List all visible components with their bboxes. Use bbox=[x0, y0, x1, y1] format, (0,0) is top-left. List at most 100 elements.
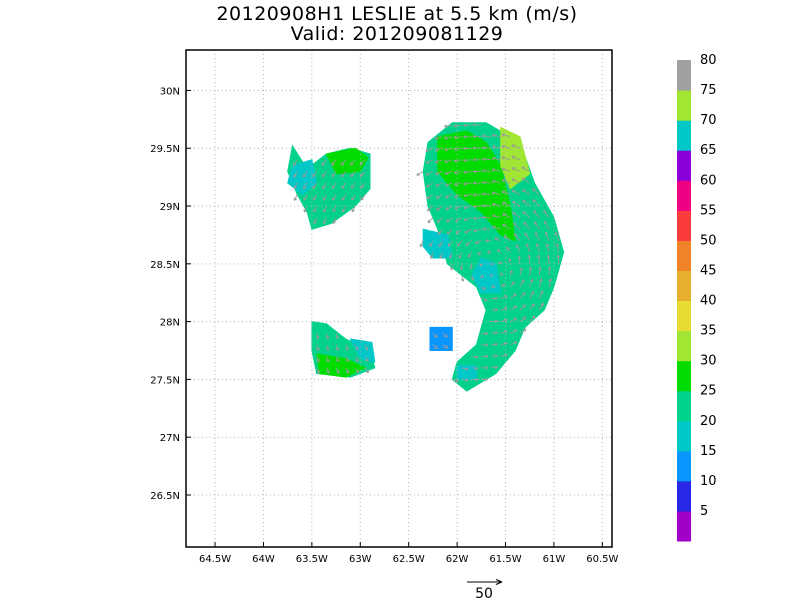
wind-vector-head bbox=[501, 167, 506, 172]
wind-vector-head bbox=[453, 182, 458, 187]
colorbar-label: 80 bbox=[700, 53, 717, 68]
wind-vector bbox=[523, 221, 531, 230]
wind-vector bbox=[454, 170, 462, 174]
wind-vector bbox=[341, 194, 347, 201]
wind-vector-head bbox=[482, 215, 486, 220]
colorbar-segment bbox=[677, 60, 691, 91]
wind-vector-head bbox=[501, 156, 505, 160]
wind-vector bbox=[471, 367, 479, 370]
wind-vector bbox=[444, 159, 453, 163]
wind-vector bbox=[458, 252, 463, 259]
wind-vector-head bbox=[496, 249, 501, 253]
wind-vector-head bbox=[472, 193, 476, 197]
wind-vector-head bbox=[303, 197, 307, 201]
wind-vector-head bbox=[523, 221, 527, 226]
wind-vector-head bbox=[445, 207, 449, 211]
x-tick-label: 61.5W bbox=[489, 554, 521, 565]
wind-vector-head bbox=[323, 220, 327, 225]
wind-vector bbox=[501, 156, 511, 161]
wind-vector-head bbox=[525, 243, 530, 247]
wind-vector-head bbox=[501, 133, 506, 137]
wind-vector-head bbox=[335, 358, 340, 363]
wind-vector bbox=[435, 194, 443, 199]
wind-vector-head bbox=[492, 285, 496, 289]
wind-vector-head bbox=[463, 170, 467, 174]
x-tick-label: 63.5W bbox=[296, 554, 328, 565]
wind-vector-head bbox=[531, 303, 535, 307]
colorbar-label: 70 bbox=[700, 113, 717, 128]
wind-vector-head bbox=[545, 243, 550, 247]
y-tick-label: 29.5N bbox=[150, 144, 180, 155]
wind-vector bbox=[511, 144, 521, 149]
wind-vector bbox=[313, 217, 318, 224]
wind-vector bbox=[331, 182, 337, 189]
wind-vector bbox=[511, 156, 521, 161]
wind-vector-head bbox=[472, 134, 476, 139]
wind-vector bbox=[464, 217, 472, 221]
colorbar-segment bbox=[677, 180, 691, 211]
wind-vector bbox=[490, 332, 498, 334]
wind-vector-head bbox=[434, 345, 438, 350]
wind-vector-head bbox=[472, 146, 476, 150]
wind-vector bbox=[335, 344, 339, 351]
wind-vector-head bbox=[463, 182, 467, 186]
wind-vector bbox=[332, 205, 337, 213]
wind-vector bbox=[442, 332, 448, 338]
x-tick-label: 64.5W bbox=[199, 554, 231, 565]
colorbar-segment bbox=[677, 360, 691, 392]
wind-vector-head bbox=[522, 304, 527, 308]
wind-vector bbox=[435, 182, 443, 187]
wind-vector-head bbox=[325, 347, 330, 351]
wind-vector bbox=[312, 171, 318, 178]
wind-vector-head bbox=[470, 277, 475, 281]
wind-vector bbox=[355, 356, 359, 362]
wind-vector bbox=[473, 194, 482, 196]
wind-vector-head bbox=[473, 216, 477, 221]
wind-vector-head bbox=[444, 124, 448, 128]
wind-vector bbox=[340, 159, 347, 166]
wind-vector-head bbox=[345, 347, 349, 351]
wind-vector-head bbox=[511, 144, 515, 148]
wind-vector bbox=[521, 177, 530, 184]
colorbar-label: 25 bbox=[700, 384, 717, 399]
wind-vector bbox=[545, 232, 550, 241]
wind-vector bbox=[453, 136, 462, 139]
wind-vector-head bbox=[463, 193, 467, 198]
wind-vector bbox=[313, 205, 318, 213]
wind-vector-head bbox=[494, 330, 498, 335]
wind-vector-head bbox=[454, 194, 458, 198]
wind-vector-head bbox=[335, 336, 339, 340]
wind-vector-head bbox=[303, 209, 307, 213]
wind-vector bbox=[434, 147, 443, 152]
wind-vector-head bbox=[513, 317, 518, 321]
wind-vector-head bbox=[434, 136, 438, 140]
wind-vector bbox=[351, 194, 356, 201]
wind-vector bbox=[533, 210, 540, 218]
wind-vector bbox=[323, 217, 327, 224]
wind-vector-head bbox=[416, 172, 420, 176]
wind-vector-head bbox=[449, 267, 454, 271]
wind-vector bbox=[444, 124, 453, 127]
wind-vector bbox=[473, 205, 482, 208]
wind-vector bbox=[500, 330, 508, 334]
wind-vector-head bbox=[322, 208, 327, 213]
wind-vector bbox=[454, 182, 463, 186]
wind-vector-head bbox=[313, 209, 317, 213]
wind-vector-head bbox=[521, 177, 526, 182]
wind-vector bbox=[514, 233, 521, 241]
wind-vector-head bbox=[326, 370, 330, 374]
wind-vector-head bbox=[467, 254, 472, 258]
wind-vector bbox=[532, 188, 540, 195]
wind-vector-head bbox=[332, 220, 337, 225]
wind-vector bbox=[511, 178, 521, 184]
wind-vector bbox=[364, 367, 369, 374]
wind-vector bbox=[461, 367, 469, 370]
wind-vector-head bbox=[453, 123, 457, 128]
wind-vector bbox=[481, 298, 488, 302]
colorbar-segment bbox=[677, 390, 691, 422]
wind-vector bbox=[439, 252, 444, 259]
wind-vector-head bbox=[484, 298, 488, 302]
wind-vector bbox=[293, 194, 298, 201]
wind-vector-head bbox=[501, 144, 506, 149]
